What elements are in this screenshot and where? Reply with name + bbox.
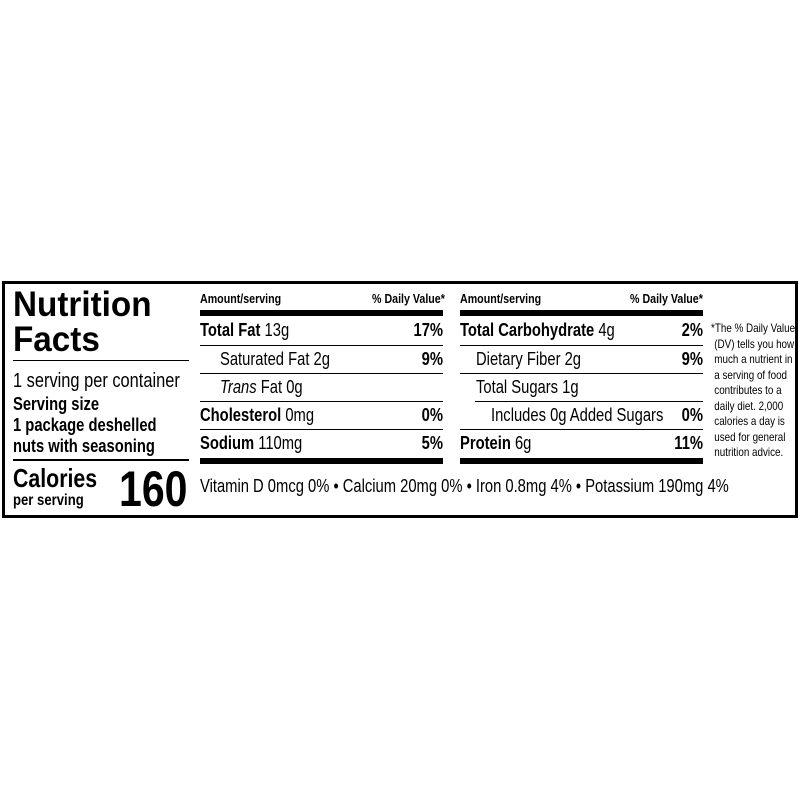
- nutrient-row-dietary-fiber: Dietary Fiber 2g 9%: [476, 349, 703, 369]
- nutrient-row-sodium: Sodium 110mg 5%: [200, 433, 443, 453]
- amount-serving-header: Amount/serving: [460, 291, 542, 306]
- calories-per-serving: per serving: [13, 492, 84, 509]
- daily-value-header: % Daily Value*: [630, 291, 703, 306]
- footnote-line: contributes to a: [714, 383, 782, 397]
- divider: [13, 459, 189, 461]
- divider: [200, 345, 443, 346]
- nutrient-row-trans-fat: Trans Fat 0g: [220, 377, 303, 397]
- thick-divider: [460, 458, 703, 464]
- footnote-line: *The % Daily Value: [711, 321, 796, 335]
- divider: [460, 429, 703, 430]
- nutrient-row-saturated-fat: Saturated Fat 2g 9%: [220, 349, 443, 369]
- title-nutrition: Nutrition: [13, 285, 152, 324]
- nutrient-row-total-carbohydrate: Total Carbohydrate 4g 2%: [460, 320, 703, 340]
- divider: [200, 373, 443, 374]
- nutrient-row-added-sugars: Includes 0g Added Sugars 0%: [491, 405, 703, 425]
- calories-label: Calories: [13, 463, 98, 493]
- footnote-line: daily diet. 2,000: [714, 398, 784, 413]
- nutrient-row-total-sugars: Total Sugars 1g: [476, 377, 579, 397]
- divider: [200, 429, 443, 430]
- calories-value: 160: [118, 461, 187, 517]
- nutrient-row-cholesterol: Cholesterol 0mg 0%: [200, 405, 443, 425]
- nutrition-facts-label: Nutrition Facts 1 serving per container …: [2, 281, 798, 518]
- footnote-line: used for general: [714, 429, 786, 444]
- title-facts: Facts: [13, 320, 100, 359]
- serving-size-line1: 1 package deshelled: [13, 415, 157, 435]
- divider: [475, 401, 703, 402]
- thick-divider: [200, 458, 443, 464]
- nutrient-row-total-fat: Total Fat 13g 17%: [200, 320, 443, 340]
- daily-value-footnote: *The % Daily Value (DV) tells you how much…: [711, 321, 800, 461]
- divider: [460, 345, 703, 346]
- footnote-line: much a nutrient in: [714, 352, 793, 366]
- footnote-line: a serving of food: [714, 367, 788, 382]
- footnote-line: (DV) tells you how: [714, 336, 795, 351]
- divider: [13, 360, 189, 361]
- serving-size-label: Serving size: [13, 394, 100, 414]
- amount-serving-header: Amount/serving: [200, 291, 282, 306]
- footnote-line: nutrition advice.: [714, 445, 784, 459]
- thick-divider: [200, 310, 443, 316]
- divider: [460, 373, 703, 374]
- servings-per-container: 1 serving per container: [13, 370, 180, 392]
- footnote-line: calories a day is: [714, 414, 785, 428]
- thick-divider: [460, 310, 703, 316]
- daily-value-header: % Daily Value*: [372, 291, 445, 306]
- nutrient-row-protein: Protein 6g 11%: [460, 433, 703, 453]
- micronutrients-line: Vitamin D 0mcg 0% • Calcium 20mg 0% • Ir…: [200, 476, 729, 496]
- divider: [200, 401, 443, 402]
- serving-size-line2: nuts with seasoning: [13, 436, 155, 456]
